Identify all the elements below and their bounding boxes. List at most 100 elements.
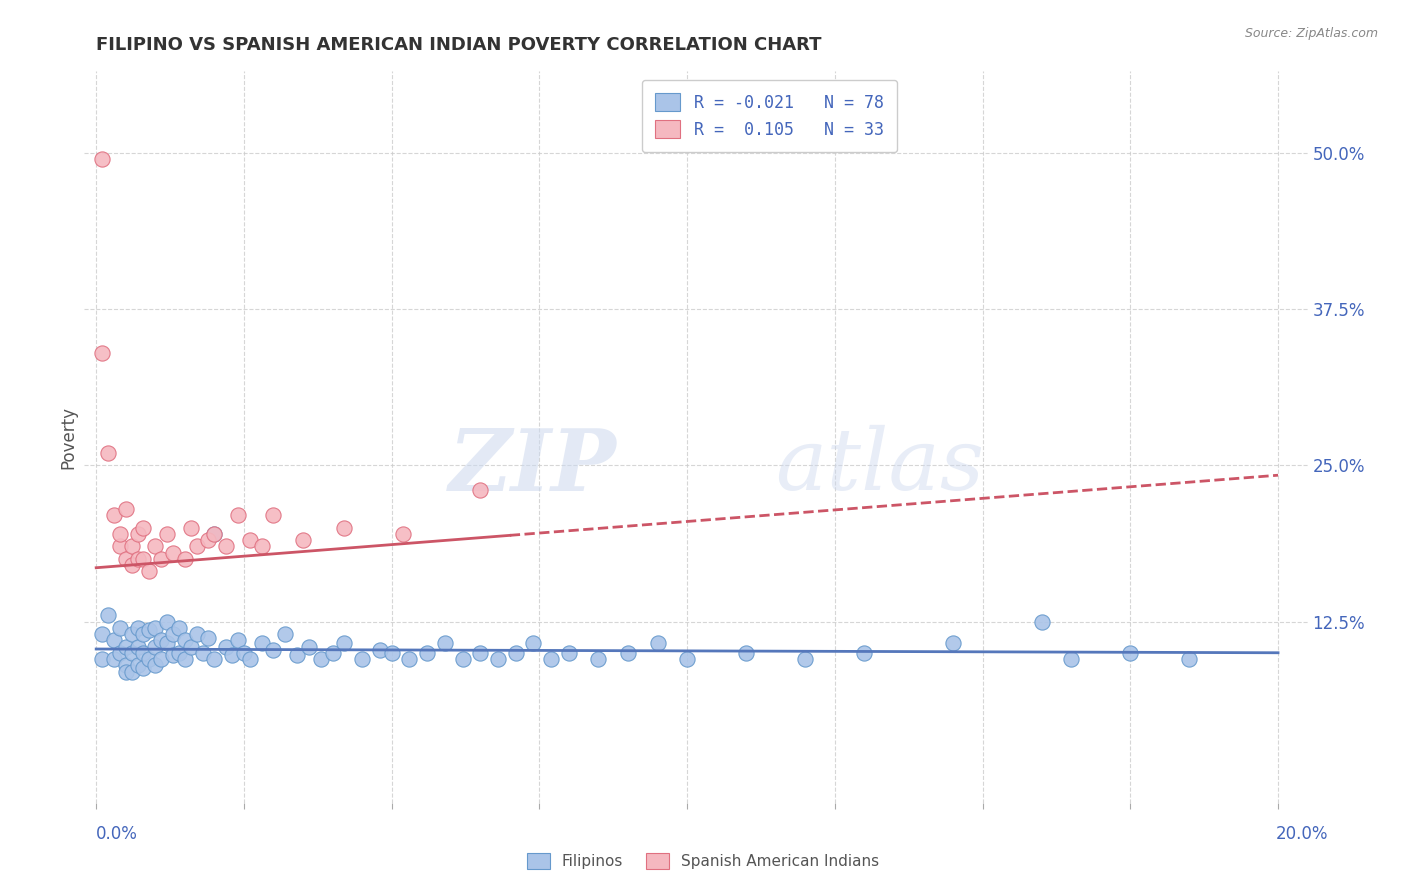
Point xyxy=(794,652,817,666)
Point xyxy=(103,652,125,666)
Point xyxy=(250,636,273,650)
Point xyxy=(132,552,155,566)
Point xyxy=(433,636,456,650)
Point xyxy=(97,608,120,623)
Point xyxy=(121,646,143,660)
Point xyxy=(114,665,136,679)
Point xyxy=(132,627,155,641)
Point xyxy=(250,540,273,554)
Point xyxy=(451,652,474,666)
Point xyxy=(97,446,120,460)
Point xyxy=(202,527,225,541)
Point xyxy=(1178,652,1201,666)
Legend: Filipinos, Spanish American Indians: Filipinos, Spanish American Indians xyxy=(520,847,886,875)
Point xyxy=(262,508,284,523)
Point xyxy=(132,521,155,535)
Point xyxy=(202,652,225,666)
Point xyxy=(156,527,179,541)
Point xyxy=(127,552,149,566)
Point xyxy=(143,621,166,635)
Point xyxy=(138,565,160,579)
Point xyxy=(232,646,254,660)
Point xyxy=(108,527,131,541)
Point xyxy=(91,627,114,641)
Point xyxy=(392,527,415,541)
Point xyxy=(91,345,114,359)
Point xyxy=(470,483,492,498)
Point xyxy=(333,636,356,650)
Point xyxy=(274,627,297,641)
Point xyxy=(167,621,190,635)
Point xyxy=(143,658,166,673)
Point xyxy=(127,658,149,673)
Point xyxy=(309,652,332,666)
Point xyxy=(381,646,404,660)
Point xyxy=(143,540,166,554)
Point xyxy=(180,640,202,654)
Point xyxy=(132,646,155,660)
Point xyxy=(132,661,155,675)
Point xyxy=(191,646,214,660)
Point xyxy=(127,621,149,635)
Point xyxy=(735,646,758,660)
Point xyxy=(617,646,640,660)
Text: Source: ZipAtlas.com: Source: ZipAtlas.com xyxy=(1244,27,1378,40)
Point xyxy=(647,636,669,650)
Point xyxy=(162,546,184,560)
Point xyxy=(173,633,195,648)
Point xyxy=(138,624,160,638)
Point xyxy=(121,540,143,554)
Point xyxy=(114,552,136,566)
Point xyxy=(167,646,190,660)
Point xyxy=(262,643,284,657)
Point xyxy=(150,552,173,566)
Point xyxy=(202,527,225,541)
Point xyxy=(285,648,308,663)
Point xyxy=(108,646,131,660)
Point xyxy=(114,658,136,673)
Point xyxy=(333,521,356,535)
Point xyxy=(322,646,344,660)
Point xyxy=(114,640,136,654)
Point xyxy=(186,627,208,641)
Point xyxy=(162,627,184,641)
Point xyxy=(558,646,581,660)
Point xyxy=(173,652,195,666)
Point xyxy=(114,502,136,516)
Y-axis label: Poverty: Poverty xyxy=(59,406,77,468)
Point xyxy=(173,552,195,566)
Point xyxy=(156,615,179,629)
Point xyxy=(942,636,965,650)
Point xyxy=(121,627,143,641)
Point xyxy=(1119,646,1142,660)
Text: 20.0%: 20.0% xyxy=(1277,825,1329,843)
Point xyxy=(108,540,131,554)
Point xyxy=(138,652,160,666)
Point xyxy=(215,540,238,554)
Point xyxy=(505,646,527,660)
Text: ZIP: ZIP xyxy=(449,425,616,508)
Point xyxy=(143,640,166,654)
Point xyxy=(150,633,173,648)
Text: atlas: atlas xyxy=(776,425,984,508)
Legend: R = -0.021   N = 78, R =  0.105   N = 33: R = -0.021 N = 78, R = 0.105 N = 33 xyxy=(643,79,897,152)
Point xyxy=(239,652,262,666)
Point xyxy=(103,633,125,648)
Point xyxy=(368,643,391,657)
Point xyxy=(298,640,321,654)
Point xyxy=(221,648,243,663)
Point xyxy=(588,652,610,666)
Point xyxy=(676,652,699,666)
Point xyxy=(416,646,439,660)
Point xyxy=(180,521,202,535)
Point xyxy=(292,533,315,548)
Point xyxy=(470,646,492,660)
Point xyxy=(121,665,143,679)
Point xyxy=(150,652,173,666)
Point xyxy=(91,652,114,666)
Point xyxy=(226,508,249,523)
Point xyxy=(186,540,208,554)
Point xyxy=(398,652,420,666)
Point xyxy=(103,508,125,523)
Point xyxy=(226,633,249,648)
